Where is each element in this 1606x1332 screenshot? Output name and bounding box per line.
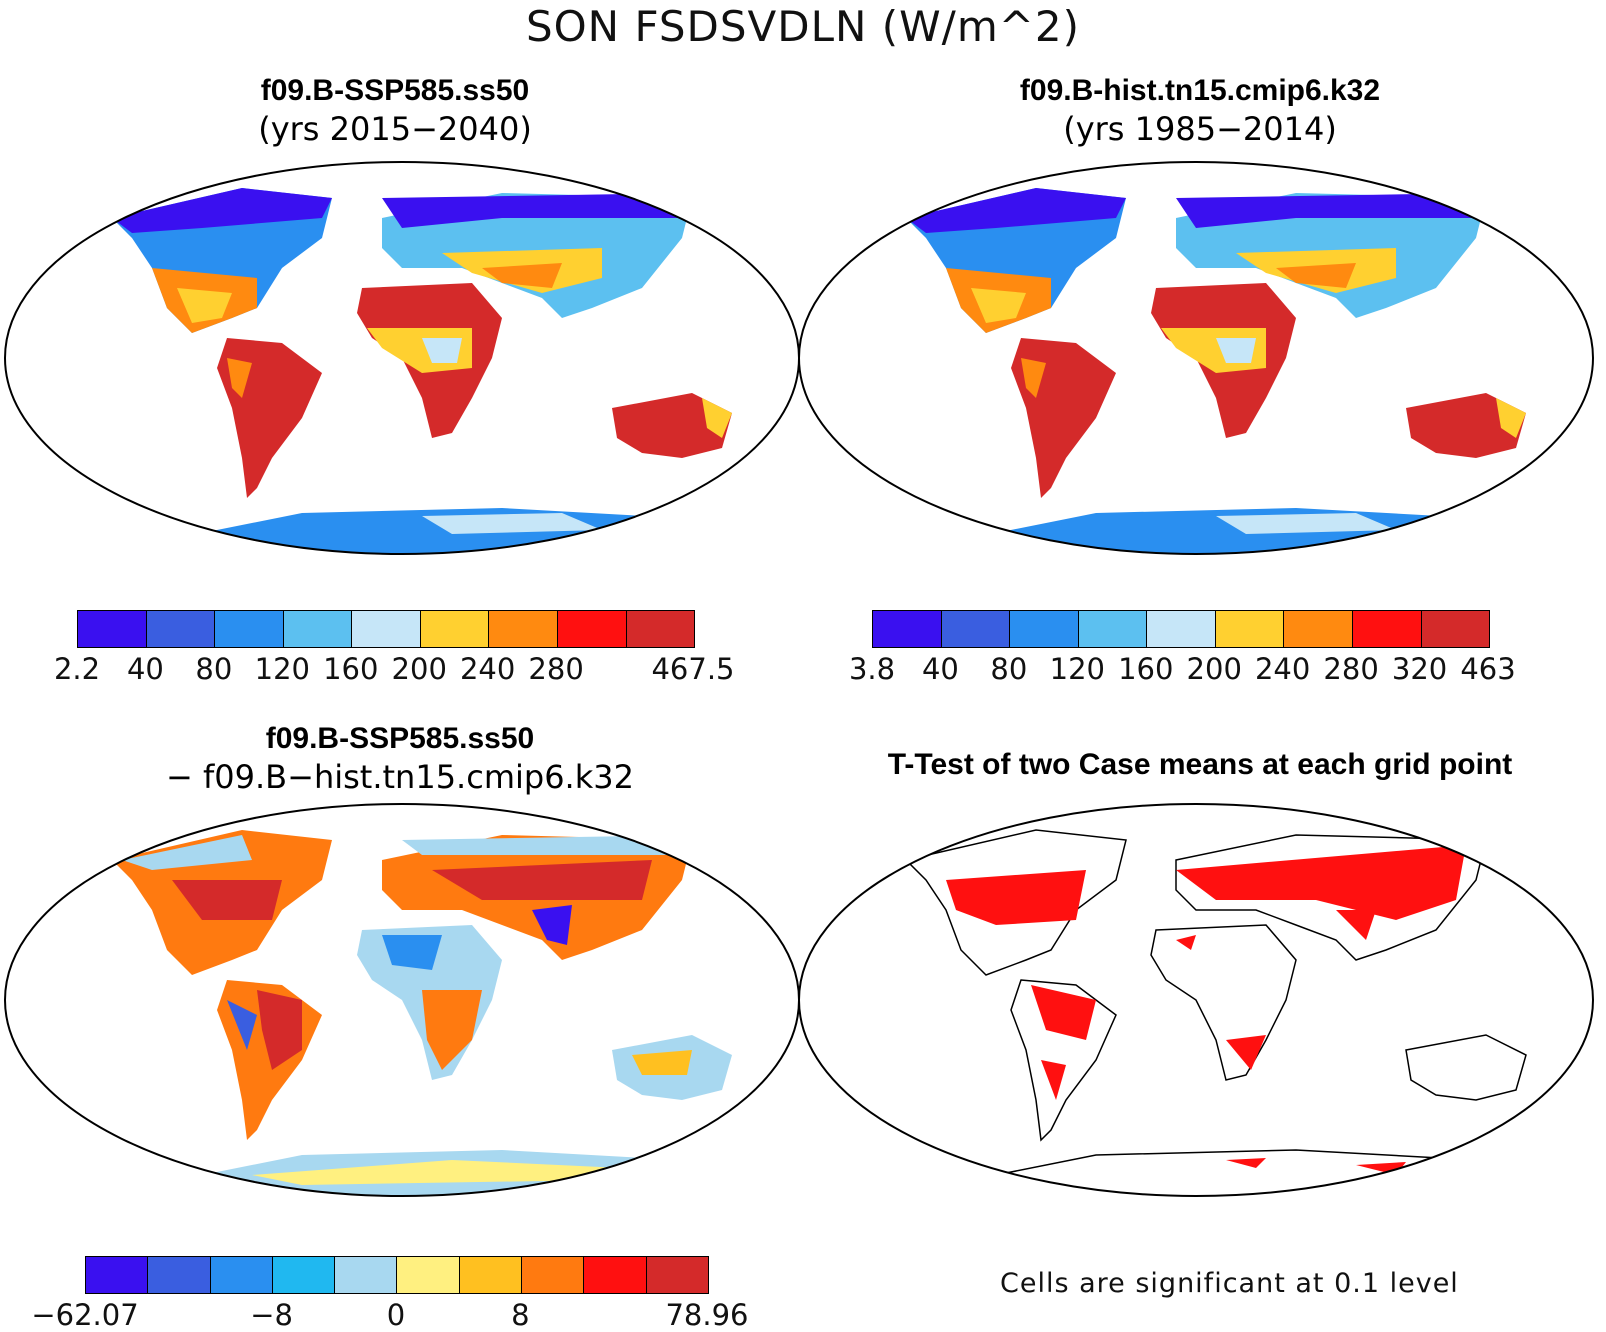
colorbar-swatch (86, 1257, 149, 1293)
panel-years: (yrs 1985−2014) (1063, 110, 1337, 148)
map-top-right (798, 161, 1594, 555)
map-bottom-left (4, 803, 800, 1197)
panel-case-name: f09.B-hist.tn15.cmip6.k32 (1019, 74, 1381, 107)
panel-years: (yrs 2015−2040) (258, 110, 532, 148)
panel-title-bottom-right: T-Test of two Case means at each grid po… (850, 748, 1550, 782)
australia-shape (612, 393, 732, 458)
colorbar-tick-label: 280 (528, 652, 584, 686)
colorbar-top-right (872, 610, 1490, 648)
colorbar-tick-label: 40 (921, 652, 959, 686)
colorbar-tick-label: 0 (386, 1298, 406, 1332)
colorbar-swatch (272, 1257, 336, 1293)
colorbar-tick-label: 8 (511, 1298, 530, 1332)
panel-title-top-right: f09.B-hist.tn15.cmip6.k32 (yrs 1985−2014… (1000, 74, 1400, 148)
colorbar-tick-label: 120 (254, 652, 311, 686)
australia-shape (1406, 393, 1526, 458)
colorbar-swatch (210, 1257, 273, 1293)
colorbar-swatch (557, 611, 627, 647)
colorbar-tick-label: 240 (1254, 652, 1311, 686)
significance-note: Cells are significant at 0.1 level (1000, 1268, 1459, 1299)
colorbar-swatch (283, 611, 353, 647)
colorbar-swatch (352, 611, 421, 647)
colorbar-bottom-left (85, 1256, 709, 1294)
colorbar-swatch (1215, 611, 1285, 647)
panel-title-bottom-left: f09.B-SSP585.ss50 − f09.B−hist.tn15.cmip… (100, 722, 700, 796)
colorbar-swatch (873, 611, 942, 647)
panel-difference-label: − f09.B−hist.tn15.cmip6.k32 (166, 758, 634, 796)
colorbar-swatch (459, 1257, 523, 1293)
colorbar-tick-label: 2.2 (53, 652, 101, 686)
colorbar-swatch (626, 611, 695, 647)
colorbar-swatch (1421, 611, 1490, 647)
colorbar-tick-label: 280 (1323, 652, 1379, 686)
colorbar-tick-label: 200 (1186, 652, 1242, 686)
colorbar-swatch (148, 1257, 211, 1293)
colorbar-swatch (78, 611, 147, 647)
colorbar-tick-label: 3.8 (848, 652, 896, 686)
colorbar-swatch (1284, 611, 1353, 647)
colorbar-swatch (1147, 611, 1216, 647)
colorbar-swatch (215, 611, 284, 647)
colorbar-tick-label: 120 (1049, 652, 1106, 686)
colorbar-tick-label: 80 (195, 652, 233, 686)
colorbar-swatch (941, 611, 1011, 647)
australia-outline (1405, 1034, 1527, 1101)
colorbar-tick-label: 467.5 (651, 652, 735, 686)
colorbar-swatch (522, 1257, 585, 1293)
colorbar-swatch (489, 611, 558, 647)
map-bottom-right (798, 803, 1594, 1197)
colorbar-tick-label: 160 (323, 652, 379, 686)
colorbar-tick-label: 200 (391, 652, 447, 686)
colorbar-swatch (1352, 611, 1422, 647)
colorbar-tick-label: −8 (250, 1298, 293, 1332)
ttest-title: T-Test of two Case means at each grid po… (887, 748, 1513, 781)
panel-case-name: f09.B-SSP585.ss50 (265, 722, 535, 755)
figure-title: SON FSDSVDLN (W/m^2) (525, 2, 1081, 51)
colorbar-tick-label: −62.07 (31, 1298, 139, 1332)
colorbar-swatch (397, 1257, 460, 1293)
colorbar-tick-label: 80 (990, 652, 1028, 686)
colorbar-tick-label: 160 (1118, 652, 1174, 686)
colorbar-swatch (584, 1257, 647, 1293)
colorbar-swatch (646, 1257, 708, 1293)
colorbar-swatch (420, 611, 490, 647)
colorbar-top-left (77, 610, 695, 648)
colorbar-tick-label: 463 (1460, 652, 1516, 686)
colorbar-swatch (1078, 611, 1148, 647)
colorbar-swatch (146, 611, 216, 647)
colorbar-tick-label: 40 (126, 652, 164, 686)
colorbar-swatch (1010, 611, 1079, 647)
colorbar-tick-label: 78.96 (665, 1298, 749, 1332)
colorbar-swatch (335, 1257, 398, 1293)
map-top-left (4, 161, 800, 555)
colorbar-tick-label: 320 (1391, 652, 1448, 686)
panel-title-top-left: f09.B-SSP585.ss50 (yrs 2015−2040) (240, 74, 550, 148)
panel-case-name: f09.B-SSP585.ss50 (260, 74, 530, 107)
colorbar-tick-label: 240 (459, 652, 516, 686)
